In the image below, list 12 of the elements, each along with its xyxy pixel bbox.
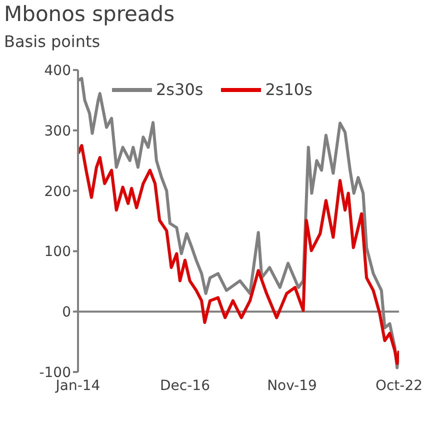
- x-tick-label: Oct-22: [375, 378, 423, 394]
- y-axis-title: Basis points: [4, 32, 100, 51]
- legend-label: 2s10s: [265, 80, 312, 99]
- y-tick-label: 200: [44, 184, 71, 200]
- y-tick-label: 100: [44, 244, 71, 260]
- legend-label: 2s30s: [156, 80, 204, 99]
- y-tick-label: 0: [62, 304, 71, 321]
- x-tick-label: Dec-16: [160, 378, 210, 394]
- chart-title: Mbonos spreads: [4, 2, 175, 26]
- x-tick-label: Nov-19: [267, 378, 317, 394]
- y-tick-label: 300: [44, 123, 71, 140]
- y-tick-label: 400: [44, 62, 71, 79]
